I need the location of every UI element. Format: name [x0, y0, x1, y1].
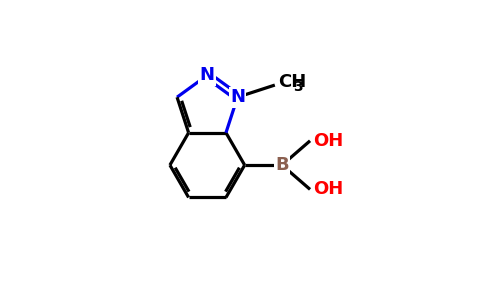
Text: N: N	[200, 66, 215, 84]
Text: CH: CH	[278, 73, 306, 91]
Text: N: N	[230, 88, 245, 106]
Text: B: B	[275, 156, 289, 174]
Text: OH: OH	[314, 132, 344, 150]
Text: 3: 3	[293, 80, 302, 94]
Text: OH: OH	[314, 180, 344, 198]
